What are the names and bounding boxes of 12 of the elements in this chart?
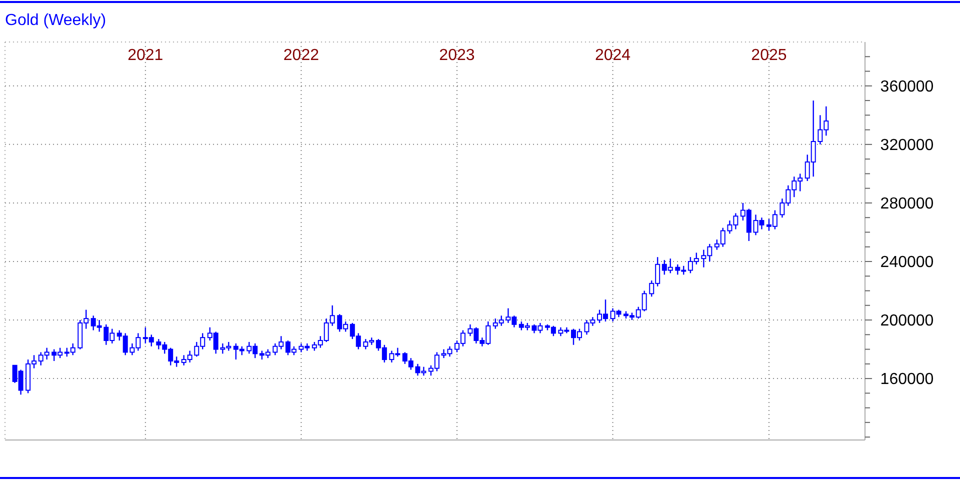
y-tick-label: 280000 — [880, 196, 934, 213]
y-tick-label: 160000 — [880, 371, 934, 388]
x-tick-label: 2022 — [283, 47, 320, 64]
y-tick-label: 200000 — [880, 312, 934, 330]
x-tick-label: 2025 — [751, 47, 787, 64]
y-tick-label: 240000 — [880, 254, 934, 272]
x-tick-label: 2023 — [439, 47, 475, 64]
x-tick-label: 2024 — [594, 47, 631, 64]
chart-title: Gold (Weekly) — [5, 12, 106, 29]
y-tick-label: 360000 — [880, 78, 934, 96]
y-tick-label: 320000 — [880, 137, 934, 154]
x-tick-label: 2021 — [128, 47, 164, 64]
